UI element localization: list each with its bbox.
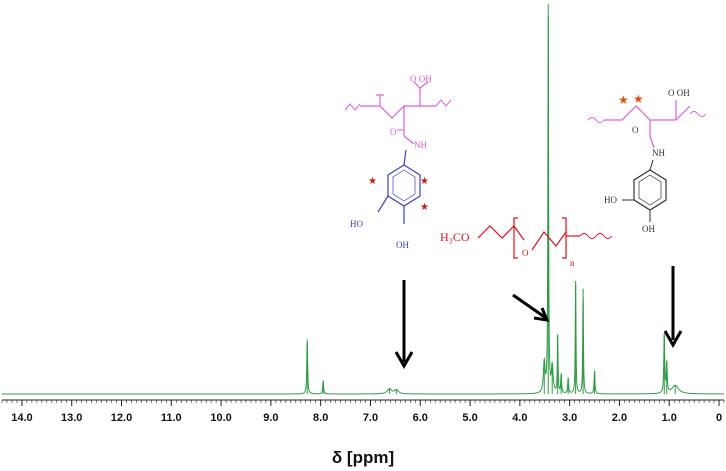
cooh-label: O OH	[410, 74, 432, 84]
x-tick-label: 11.0	[161, 412, 182, 424]
right-cooh-label: O OH	[668, 88, 690, 98]
arrow-backbone	[663, 266, 683, 349]
star-icon: ★	[368, 176, 377, 187]
svg-text:O: O	[390, 127, 397, 137]
x-tick-label: 1.0	[662, 412, 677, 424]
x-tick-label: 12.0	[111, 412, 132, 424]
x-tick-label: 5.0	[462, 412, 477, 424]
right-ho-label-1: HO	[604, 195, 617, 205]
star-icon: ★	[618, 93, 629, 107]
x-tick-label: 0	[716, 412, 722, 424]
x-tick-label: 14.0	[11, 412, 32, 424]
structure-left: O OH O NH HO OH ★ ★ ★	[344, 74, 452, 250]
star-icon: ★	[420, 176, 429, 187]
peg-start-label: H₃CO	[440, 230, 470, 244]
x-tick-label: 6.0	[413, 412, 428, 424]
structure-peg: H₃CO O n	[440, 217, 613, 268]
x-tick-label: 9.0	[263, 412, 278, 424]
right-ho-label-2: OH	[642, 224, 655, 234]
right-nh-label: NH	[652, 148, 665, 158]
x-tick-label: 4.0	[512, 412, 527, 424]
arrow-peg	[512, 293, 550, 322]
x-tick-label: 7.0	[363, 412, 378, 424]
spectrum-line	[2, 16, 724, 395]
ho-label-2: OH	[396, 240, 409, 250]
x-tick-label: 13.0	[61, 412, 82, 424]
x-axis-title: δ [ppm]	[332, 448, 394, 467]
x-tick-label: 10.0	[210, 412, 231, 424]
peg-o-label: O	[522, 248, 529, 258]
star-icon: ★	[633, 92, 644, 106]
svg-text:O: O	[632, 125, 639, 135]
star-icon: ★	[420, 202, 429, 213]
x-tick-label: 3.0	[562, 412, 577, 424]
spectrum-layer	[2, 4, 724, 395]
nh-label: NH	[414, 140, 427, 150]
structure-right: ★ ★ O OH O NH HO OH	[587, 88, 707, 234]
x-tick-label: 2.0	[612, 412, 627, 424]
x-tick-label: 8.0	[313, 412, 328, 424]
peg-n-label: n	[570, 258, 575, 268]
x-axis-ticks: 14.0 13.0 12.0 11.0 10.0 9.0 8.0 7.0 6.0 5.0 4.0 3.…	[1, 400, 725, 424]
ho-label-1: HO	[350, 219, 363, 229]
arrow-aromatic	[394, 280, 414, 370]
